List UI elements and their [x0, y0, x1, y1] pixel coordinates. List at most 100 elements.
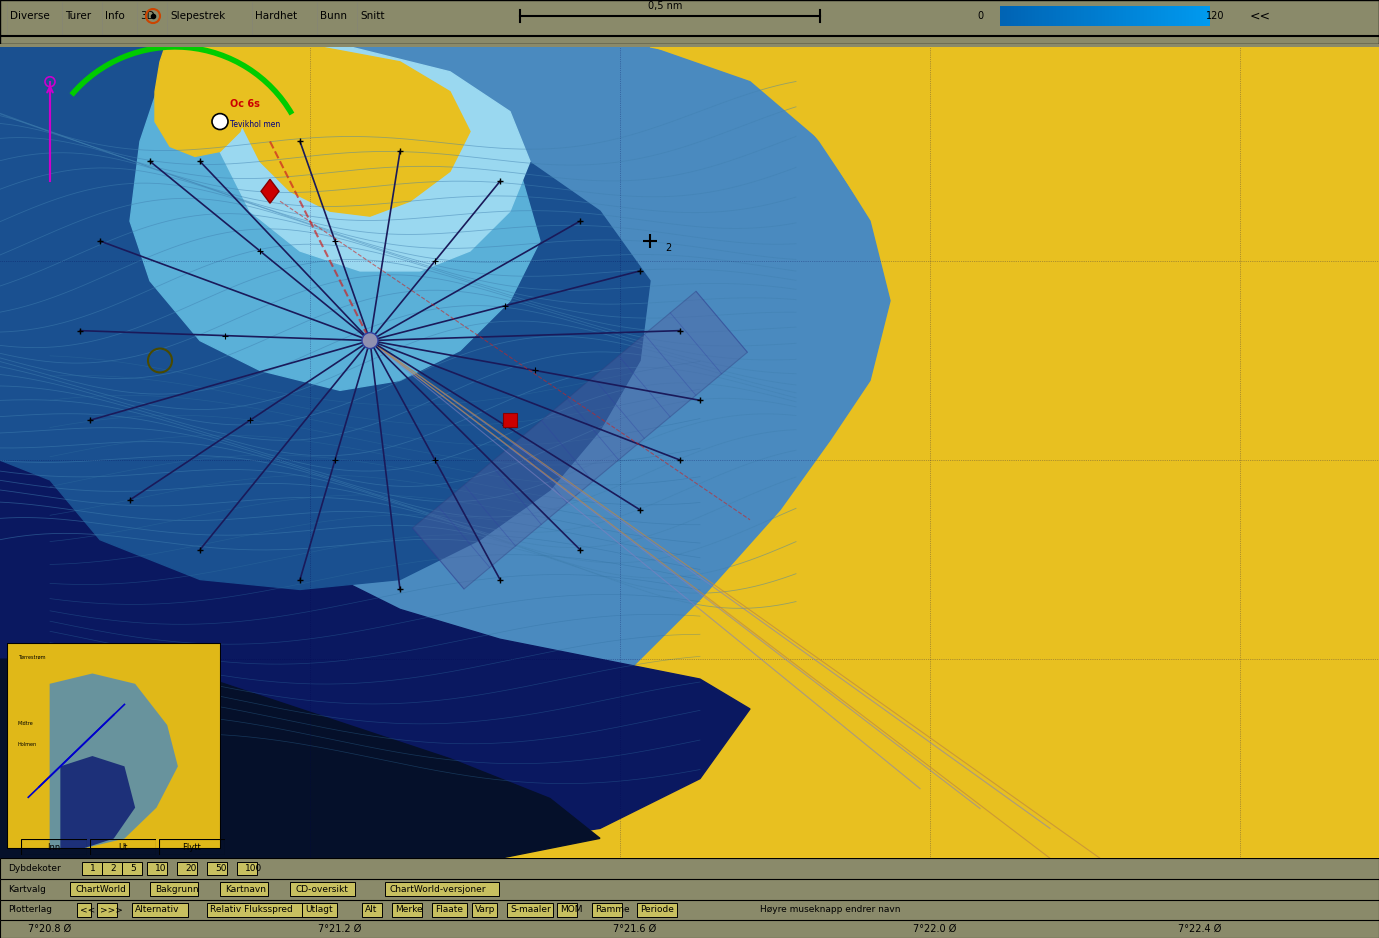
- Text: Periode: Periode: [640, 905, 674, 915]
- FancyBboxPatch shape: [102, 862, 121, 875]
- Polygon shape: [0, 460, 750, 858]
- Bar: [1136, 6, 1140, 26]
- FancyBboxPatch shape: [148, 862, 167, 875]
- Bar: [1164, 6, 1168, 26]
- Text: Diverse: Diverse: [10, 11, 50, 21]
- Text: Høyre museknapp endrer navn: Høyre museknapp endrer navn: [760, 905, 900, 915]
- Text: Bunn: Bunn: [320, 11, 348, 21]
- FancyBboxPatch shape: [207, 902, 305, 917]
- Bar: [1105, 6, 1109, 26]
- Bar: [1111, 6, 1116, 26]
- Text: Flaate: Flaate: [434, 905, 463, 915]
- Bar: [1059, 6, 1063, 26]
- Bar: [1189, 6, 1193, 26]
- FancyBboxPatch shape: [81, 862, 102, 875]
- Text: Midtre: Midtre: [18, 721, 33, 726]
- FancyBboxPatch shape: [237, 862, 256, 875]
- Bar: [1077, 6, 1081, 26]
- Bar: [1063, 6, 1066, 26]
- FancyBboxPatch shape: [472, 902, 496, 917]
- Bar: [1091, 6, 1095, 26]
- FancyBboxPatch shape: [150, 882, 199, 897]
- Bar: [1027, 6, 1031, 26]
- FancyBboxPatch shape: [132, 902, 188, 917]
- FancyBboxPatch shape: [507, 902, 553, 917]
- Text: Kartvalg: Kartvalg: [8, 885, 46, 894]
- Text: 2: 2: [665, 243, 672, 253]
- Bar: [1102, 6, 1105, 26]
- Polygon shape: [200, 47, 530, 271]
- Text: Hardhet: Hardhet: [255, 11, 296, 21]
- Text: 5: 5: [130, 864, 135, 873]
- Text: Oc 6s: Oc 6s: [230, 98, 259, 109]
- Bar: [1129, 6, 1134, 26]
- Text: 20: 20: [185, 864, 196, 873]
- Bar: [1066, 6, 1070, 26]
- Polygon shape: [221, 47, 470, 216]
- Text: 3D: 3D: [141, 11, 154, 21]
- Text: MOM: MOM: [560, 905, 582, 915]
- Bar: [1043, 6, 1045, 26]
- Text: 120: 120: [1205, 11, 1225, 21]
- Bar: [1175, 6, 1179, 26]
- Text: Holmen: Holmen: [18, 742, 37, 747]
- Bar: [1045, 6, 1049, 26]
- Polygon shape: [50, 673, 178, 849]
- Bar: [1020, 6, 1025, 26]
- Text: ChartWorld-versjoner: ChartWorld-versjoner: [390, 885, 487, 894]
- FancyBboxPatch shape: [637, 902, 677, 917]
- Bar: [1056, 6, 1059, 26]
- Polygon shape: [0, 47, 650, 589]
- FancyBboxPatch shape: [221, 882, 268, 897]
- Text: Flytt: Flytt: [182, 842, 201, 852]
- Bar: [1018, 6, 1020, 26]
- Bar: [1073, 6, 1077, 26]
- Text: Bakgrunn: Bakgrunn: [154, 885, 199, 894]
- FancyBboxPatch shape: [363, 902, 382, 917]
- Bar: [1038, 6, 1043, 26]
- FancyBboxPatch shape: [177, 862, 197, 875]
- Bar: [1134, 6, 1136, 26]
- Bar: [1193, 6, 1196, 26]
- Bar: [1095, 6, 1098, 26]
- Text: Dybdekoter: Dybdekoter: [8, 864, 61, 873]
- Bar: [1081, 6, 1084, 26]
- Bar: [1202, 6, 1207, 26]
- Bar: [1004, 6, 1007, 26]
- Bar: [1116, 6, 1118, 26]
- Polygon shape: [0, 659, 600, 858]
- Text: <<: <<: [1249, 9, 1270, 23]
- Bar: [1088, 6, 1091, 26]
- Bar: [1025, 6, 1027, 26]
- Text: Ut: Ut: [119, 842, 127, 852]
- Polygon shape: [412, 292, 747, 589]
- Text: 7°22.4 Ø: 7°22.4 Ø: [1178, 924, 1222, 934]
- Bar: [1084, 6, 1088, 26]
- Bar: [503, 414, 517, 427]
- Text: Alternativ: Alternativ: [135, 905, 179, 915]
- FancyBboxPatch shape: [207, 862, 228, 875]
- Polygon shape: [650, 47, 1379, 460]
- Bar: [1070, 6, 1073, 26]
- Text: 50: 50: [215, 864, 226, 873]
- Bar: [1196, 6, 1200, 26]
- Text: 0,5 nm: 0,5 nm: [648, 1, 683, 11]
- Bar: [1049, 6, 1052, 26]
- FancyBboxPatch shape: [392, 902, 422, 917]
- Polygon shape: [154, 47, 250, 157]
- Text: <<: <<: [80, 905, 95, 915]
- Bar: [1200, 6, 1202, 26]
- Text: Kartnavn: Kartnavn: [225, 885, 266, 894]
- Polygon shape: [0, 47, 889, 858]
- Text: Snitt: Snitt: [360, 11, 385, 21]
- Bar: [1161, 6, 1164, 26]
- Bar: [1123, 6, 1127, 26]
- Bar: [1179, 6, 1182, 26]
- Polygon shape: [261, 179, 279, 204]
- Text: 7°21.6 Ø: 7°21.6 Ø: [614, 924, 656, 934]
- Text: Ramme: Ramme: [594, 905, 630, 915]
- Bar: [1007, 6, 1011, 26]
- FancyBboxPatch shape: [385, 882, 499, 897]
- Text: 7°21.2 Ø: 7°21.2 Ø: [319, 924, 361, 934]
- FancyBboxPatch shape: [70, 882, 130, 897]
